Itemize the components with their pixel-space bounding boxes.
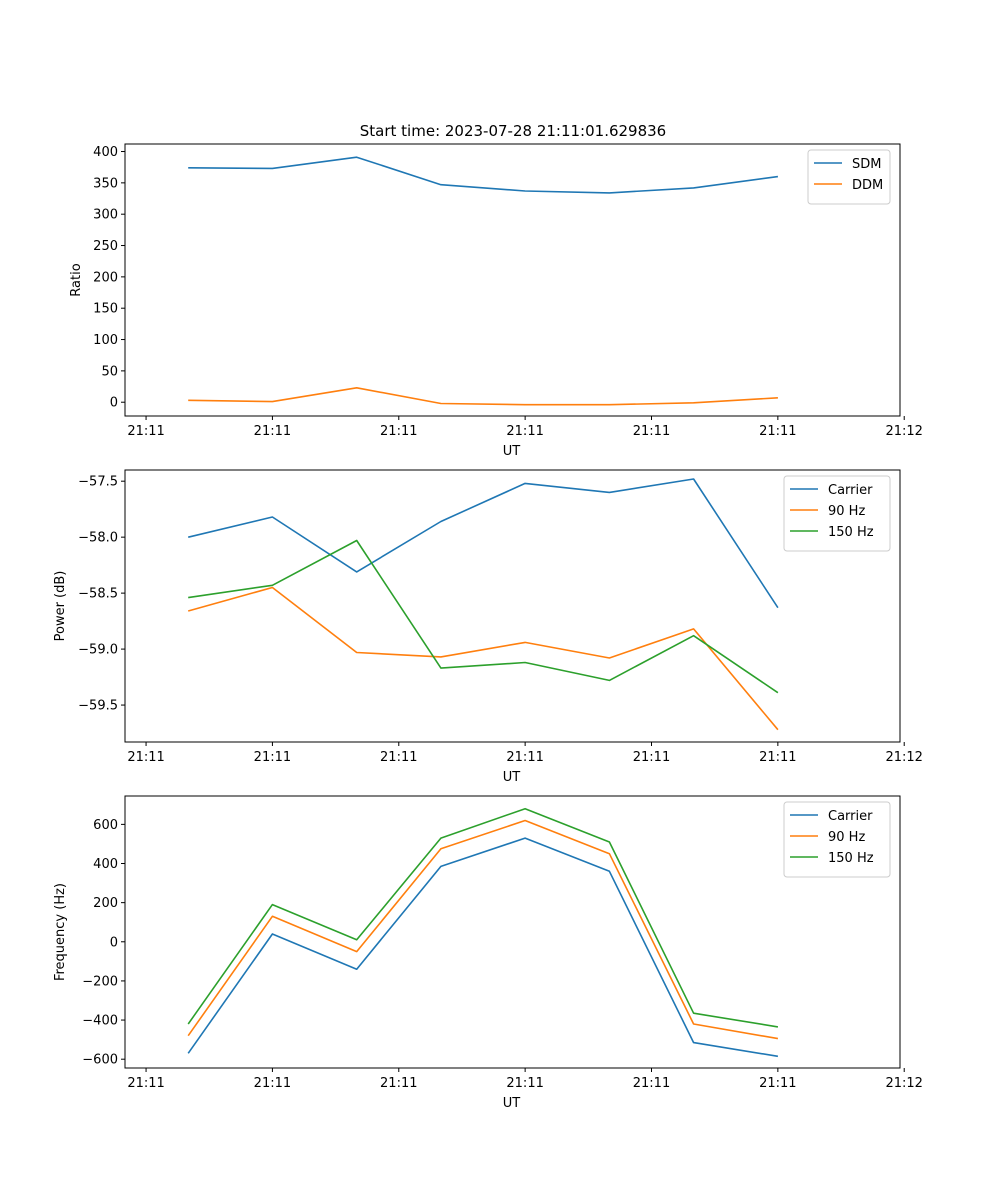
x-tick-label: 21:11 (506, 750, 543, 765)
legend: Carrier 90 Hz 150 Hz (783, 801, 891, 878)
y-tick-label: −200 (82, 974, 118, 989)
y-tick-label: −58.5 (78, 587, 118, 602)
y-tick-label: 150 (93, 302, 118, 317)
x-tick-label: 21:12 (885, 424, 922, 439)
x-tick-label: 21:11 (380, 424, 417, 439)
x-tick-label: 21:11 (127, 1076, 164, 1091)
legend: Carrier 90 Hz 150 Hz (783, 475, 891, 552)
x-tick-label: 21:11 (380, 750, 417, 765)
x-axis-label: UT (503, 770, 521, 785)
y-tick-label: 0 (110, 396, 118, 411)
figure-title: Start time: 2023-07-28 21:11:01.629836 (360, 122, 666, 140)
legend-box (783, 475, 891, 552)
y-tick-label: −57.5 (78, 475, 118, 490)
x-tick-label: 21:11 (506, 1076, 543, 1091)
y-tick-label: 200 (93, 270, 118, 285)
legend-label: SDM (852, 157, 881, 172)
series-line-150-hz (188, 539, 779, 694)
legend-label: DDM (852, 178, 883, 193)
y-tick-label: 250 (93, 239, 118, 254)
y-tick-label: 300 (93, 208, 118, 223)
x-tick-label: 21:12 (885, 1076, 922, 1091)
chart-panel-2: 21:11 21:11 21:11 21:11 21:11 21:11 21:12 −57.5… (53, 469, 923, 785)
y-tick-label: 600 (93, 818, 118, 833)
y-tick-label: −600 (82, 1053, 118, 1068)
series-line-90-hz (187, 586, 779, 731)
axes-frame (124, 469, 901, 743)
y-tick-label: 200 (93, 896, 118, 911)
x-tick-label: 21:11 (759, 1076, 796, 1091)
y-tick-label: 400 (93, 857, 118, 872)
x-tick-label: 21:11 (380, 1076, 417, 1091)
x-tick-label: 21:11 (127, 750, 164, 765)
series-line-ddm (188, 386, 778, 406)
y-tick-label: 50 (101, 364, 118, 379)
y-tick-label: 100 (93, 333, 118, 348)
x-tick-label: 21:11 (633, 750, 670, 765)
axes-frame (124, 143, 901, 417)
axes-frame (124, 795, 901, 1069)
y-tick-label: −59.0 (78, 643, 118, 658)
y-tick-label: 350 (93, 176, 118, 191)
series-line-sdm (188, 156, 779, 194)
x-tick-label: 21:11 (254, 1076, 291, 1091)
y-tick-label: −59.5 (78, 699, 118, 714)
y-tick-label: 0 (110, 935, 118, 950)
series-line-carrier (187, 837, 779, 1058)
legend-label: Carrier (828, 483, 873, 498)
legend: SDM DDM (807, 149, 891, 205)
x-tick-label: 21:11 (633, 424, 670, 439)
y-tick-label: −400 (82, 1014, 118, 1029)
x-axis-label: UT (503, 1096, 521, 1111)
x-tick-label: 21:11 (759, 750, 796, 765)
legend-label: 150 Hz (828, 525, 874, 540)
series-line-150-hz (187, 807, 779, 1028)
x-tick-label: 21:12 (885, 750, 922, 765)
legend-box (783, 801, 891, 878)
y-tick-label: 400 (93, 145, 118, 160)
legend-label: 150 Hz (828, 851, 874, 866)
legend-label: 90 Hz (828, 504, 865, 519)
y-axis-label: Frequency (Hz) (53, 883, 68, 981)
chart-panel-1: 21:11 21:11 21:11 21:11 21:11 21:11 21:12 0 50 10… (69, 143, 923, 459)
y-tick-label: −58.0 (78, 531, 118, 546)
x-tick-label: 21:11 (759, 424, 796, 439)
series-line-90-hz (187, 819, 779, 1040)
x-tick-label: 21:11 (506, 424, 543, 439)
chart-panel-3: 21:11 21:11 21:11 21:11 21:11 21:11 21:12 −600 −… (53, 795, 923, 1111)
x-tick-label: 21:11 (633, 1076, 670, 1091)
legend-label: 90 Hz (828, 830, 865, 845)
y-axis-label: Ratio (69, 263, 84, 296)
series-line-carrier (188, 478, 779, 609)
x-tick-label: 21:11 (254, 424, 291, 439)
y-axis-label: Power (dB) (53, 571, 68, 642)
legend-label: Carrier (828, 809, 873, 824)
x-tick-label: 21:11 (127, 424, 164, 439)
x-tick-label: 21:11 (254, 750, 291, 765)
x-axis-label: UT (503, 444, 521, 459)
